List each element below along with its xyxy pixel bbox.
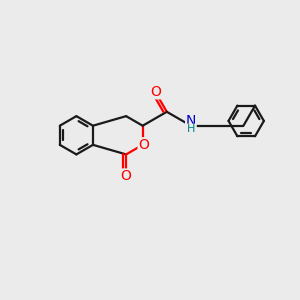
- Text: O: O: [138, 138, 149, 152]
- Text: O: O: [150, 85, 160, 99]
- Text: H: H: [187, 124, 195, 134]
- Text: N: N: [186, 114, 196, 128]
- Text: O: O: [121, 169, 132, 183]
